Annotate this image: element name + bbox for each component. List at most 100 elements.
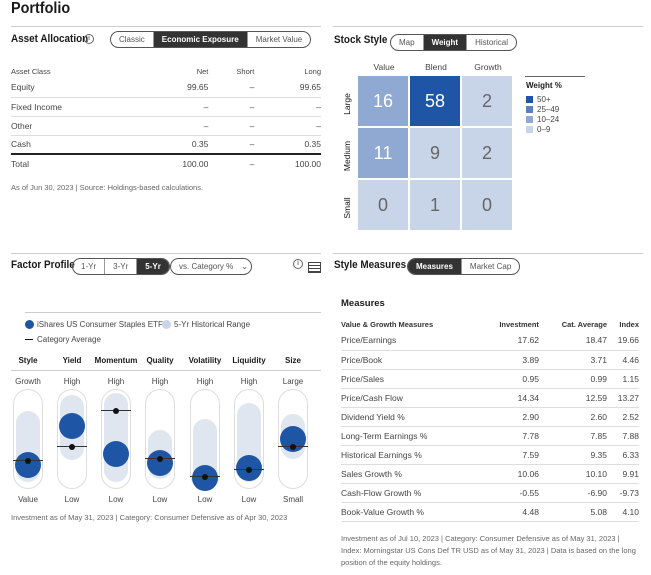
table-cell: Equity bbox=[11, 78, 142, 98]
tab-1-yr[interactable]: 1-Yr bbox=[81, 262, 97, 271]
table-cell: 7.78 bbox=[479, 426, 539, 446]
factor-name: Size bbox=[284, 356, 301, 365]
table-cell: -0.55 bbox=[479, 483, 539, 503]
table-view-icon[interactable] bbox=[308, 262, 321, 273]
legend-swatch bbox=[526, 115, 533, 123]
factor-high-label: High bbox=[151, 377, 169, 386]
measures-note: Investment as of Jul 10, 2023 | Category… bbox=[341, 534, 636, 567]
legend-swatch bbox=[526, 125, 533, 133]
fund-dot bbox=[15, 452, 41, 478]
table-cell: -9.73 bbox=[607, 483, 639, 503]
style-measures-title: Style Measures bbox=[334, 259, 407, 271]
factor-high-label: High bbox=[196, 377, 214, 386]
tab-weight[interactable]: Weight bbox=[422, 35, 467, 50]
asset-allocation-title: Asset Allocation bbox=[11, 33, 89, 45]
column-header: Cat. Average bbox=[561, 319, 607, 329]
asset-allocation-note: As of Jun 30, 2023 | Source: Holdings-ba… bbox=[11, 183, 204, 192]
table-cell: 100.00 bbox=[295, 159, 321, 169]
tab-map[interactable]: Map bbox=[399, 38, 415, 47]
chevron-down-icon: ⌄ bbox=[241, 262, 248, 271]
tab-historical[interactable]: Historical bbox=[466, 35, 516, 50]
column-header: Index bbox=[619, 319, 639, 329]
legend-label: 25–49 bbox=[537, 104, 560, 114]
legend-item: 0–9 bbox=[526, 124, 559, 134]
range-legend-label: 5-Yr Historical Range bbox=[174, 320, 251, 329]
comparison-dropdown[interactable]: vs. Category % ⌄ bbox=[170, 258, 252, 275]
table-cell: Other bbox=[11, 116, 142, 136]
table-cell: 7.88 bbox=[607, 426, 639, 446]
category-average-marker bbox=[145, 455, 175, 462]
tab-market-cap[interactable]: Market Cap bbox=[460, 259, 519, 274]
table-cell: Price/Sales bbox=[341, 369, 480, 389]
legend-item: 50+ bbox=[526, 94, 559, 104]
legend-label: 10–24 bbox=[537, 114, 560, 124]
table-cell: 10.10 bbox=[538, 464, 607, 484]
table-cell: 3.89 bbox=[479, 350, 539, 370]
style-box-cell: 1 bbox=[410, 180, 460, 230]
table-cell: 4.46 bbox=[607, 350, 639, 370]
category-average-marker bbox=[190, 473, 220, 480]
table-cell: 4.10 bbox=[607, 502, 639, 522]
legend-item: 25–49 bbox=[526, 104, 559, 114]
table-row: Historical Earnings % 7.59 9.35 6.33 bbox=[341, 445, 639, 465]
tab-economic-exposure[interactable]: Economic Exposure bbox=[152, 32, 247, 47]
style-box-cell: 0 bbox=[358, 180, 408, 230]
table-cell: 10.06 bbox=[479, 464, 539, 484]
column-label: Growth bbox=[474, 62, 502, 72]
table-cell: 9.35 bbox=[538, 445, 607, 465]
table-row: Sales Growth % 10.06 10.10 9.91 bbox=[341, 464, 639, 484]
factor-name: Volatility bbox=[188, 356, 222, 365]
tab-measures[interactable]: Measures bbox=[408, 259, 461, 274]
row-label: Medium bbox=[342, 140, 352, 172]
tab-3-yr[interactable]: 3-Yr bbox=[104, 259, 136, 274]
tab-market-value[interactable]: Market Value bbox=[246, 32, 311, 47]
style-box-cell: 9 bbox=[410, 128, 460, 178]
factor-name: Quality bbox=[146, 356, 174, 365]
factor-profile-title: Factor Profile bbox=[11, 259, 75, 271]
stock-style-tabs: Map Weight Historical bbox=[390, 34, 517, 51]
table-cell: 6.33 bbox=[607, 445, 639, 465]
table-cell: 2.52 bbox=[607, 407, 639, 427]
measures-table: Value & Growth Measures Investment Cat. Av… bbox=[341, 317, 639, 522]
table-cell: – bbox=[254, 97, 321, 117]
info-icon[interactable]: i bbox=[293, 259, 303, 269]
fund-dot bbox=[59, 413, 85, 439]
table-row: Price/Sales 0.95 0.99 1.15 bbox=[341, 369, 639, 389]
legend-rule bbox=[525, 76, 585, 77]
table-cell: – bbox=[254, 116, 321, 136]
table-cell: 13.27 bbox=[607, 388, 639, 408]
table-cell: Price/Earnings bbox=[341, 331, 480, 351]
legend-item: 10–24 bbox=[526, 114, 559, 124]
table-cell: – bbox=[208, 78, 255, 98]
table-cell: 99.65 bbox=[141, 78, 209, 98]
table-cell: Cash-Flow Growth % bbox=[341, 483, 480, 503]
legend-label: 50+ bbox=[537, 94, 551, 104]
table-cell: Total bbox=[11, 159, 29, 169]
tab-classic[interactable]: Classic bbox=[119, 35, 145, 44]
style-box-cell: 16 bbox=[358, 76, 408, 126]
table-row: Price/Cash Flow 14.34 12.59 13.27 bbox=[341, 388, 639, 408]
tab-5-yr[interactable]: 5-Yr bbox=[136, 259, 169, 274]
fund-legend-label: iShares US Consumer Staples ETF bbox=[37, 320, 163, 329]
table-cell: Price/Cash Flow bbox=[341, 388, 480, 408]
factor-low-label: Low bbox=[197, 495, 213, 504]
fund-legend-icon bbox=[25, 320, 34, 329]
table-cell: 4.48 bbox=[479, 502, 539, 522]
table-row: Book-Value Growth % 4.48 5.08 4.10 bbox=[341, 502, 639, 522]
table-cell: 17.62 bbox=[479, 331, 539, 351]
fund-dot bbox=[147, 450, 173, 476]
table-row: Cash-Flow Growth % -0.55 -6.90 -9.73 bbox=[341, 483, 639, 503]
divider bbox=[25, 312, 321, 313]
column-header: Long bbox=[304, 66, 321, 76]
style-measures-tabs: Measures Market Cap bbox=[407, 258, 521, 275]
table-cell: Fixed Income bbox=[11, 97, 142, 117]
category-average-marker bbox=[57, 443, 87, 450]
table-cell: Long-Term Earnings % bbox=[341, 426, 480, 446]
table-cell: 7.59 bbox=[479, 445, 539, 465]
factor-low-label: Low bbox=[64, 495, 80, 504]
table-row: Price/Earnings 17.62 18.47 19.66 bbox=[341, 331, 639, 351]
column-header: Value & Growth Measures bbox=[341, 319, 434, 329]
row-label: Small bbox=[342, 197, 352, 219]
table-cell: – bbox=[141, 116, 209, 136]
info-icon[interactable]: i bbox=[84, 34, 94, 44]
